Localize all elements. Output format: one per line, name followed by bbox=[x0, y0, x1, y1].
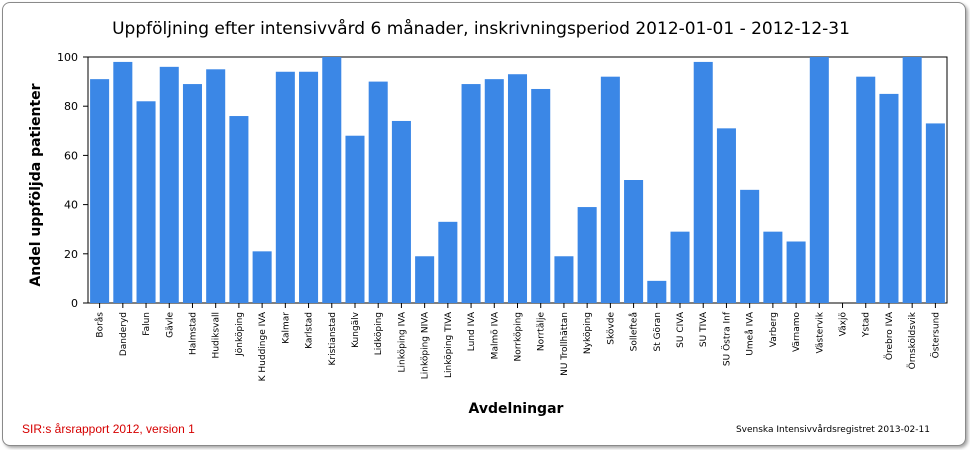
x-tick-label: Falun bbox=[142, 312, 152, 336]
bar bbox=[879, 93, 899, 304]
bar bbox=[902, 57, 922, 303]
x-tick-label: Örebro IVA bbox=[884, 311, 895, 360]
x-tick-label: Nyköping bbox=[583, 312, 593, 354]
x-tick-label: Värnamo bbox=[792, 312, 802, 353]
x-tick-label: Malmö IVA bbox=[490, 311, 500, 359]
bar bbox=[461, 84, 481, 303]
bar bbox=[531, 88, 551, 303]
y-tick-label: 40 bbox=[64, 199, 78, 212]
bar bbox=[438, 221, 458, 303]
x-tick-label: Linköping TIVA bbox=[444, 311, 454, 378]
x-tick-label: Lidköping bbox=[374, 312, 384, 355]
x-tick-label: K Huddinge IVA bbox=[258, 311, 268, 381]
x-tick-label: Växjö bbox=[839, 312, 849, 337]
bar bbox=[252, 251, 272, 303]
x-tick-label: Varberg bbox=[769, 312, 779, 347]
x-tick-label: Kalmar bbox=[281, 312, 291, 344]
x-tick-label: Kungälv bbox=[351, 311, 361, 348]
bar bbox=[763, 231, 783, 303]
x-tick-label: Ystad bbox=[862, 312, 872, 338]
x-tick-label: Örnsköldsvik bbox=[907, 311, 918, 369]
x-tick-label: Gävle bbox=[165, 312, 175, 338]
x-tick-label: Borås bbox=[95, 312, 106, 338]
x-tick-label: Linköping NIVA bbox=[421, 311, 431, 379]
x-tick-label: Skövde bbox=[606, 312, 616, 345]
bar bbox=[182, 84, 202, 303]
x-tick-label: Kristianstad bbox=[328, 312, 338, 366]
bar bbox=[206, 69, 226, 303]
bar bbox=[856, 76, 876, 304]
y-tick-label: 0 bbox=[71, 297, 78, 310]
bar bbox=[670, 231, 690, 303]
registry-credit: Svenska Intensivvårdsregistret 2013-02-1… bbox=[735, 425, 930, 435]
bar bbox=[275, 71, 295, 303]
chart-title: Uppföljning efter intensivvård 6 månader… bbox=[112, 19, 850, 39]
y-tick-label: 100 bbox=[57, 51, 78, 64]
bar bbox=[740, 189, 760, 303]
bar bbox=[925, 123, 945, 303]
bar bbox=[229, 116, 249, 303]
bar bbox=[391, 120, 411, 304]
x-tick-label: Norrköping bbox=[514, 312, 524, 362]
bar bbox=[484, 79, 504, 303]
bar bbox=[809, 57, 829, 303]
y-tick-label: 80 bbox=[64, 100, 78, 113]
bar bbox=[322, 57, 342, 303]
y-tick-label: 20 bbox=[64, 248, 78, 261]
y-axis-label: Andel uppföljda patienter bbox=[28, 83, 44, 286]
bar bbox=[415, 256, 435, 303]
bar bbox=[90, 79, 110, 303]
x-axis-label: Avdelningar bbox=[469, 401, 564, 417]
x-tick-label: St Göran bbox=[653, 312, 663, 352]
x-tick-label: Norrtälje bbox=[537, 312, 547, 352]
bar bbox=[577, 207, 597, 303]
bar bbox=[693, 61, 713, 303]
x-tick-label: Västervik bbox=[815, 311, 825, 353]
bar bbox=[716, 128, 736, 303]
bar bbox=[113, 61, 133, 303]
x-tick-label: Danderyd bbox=[119, 312, 129, 356]
bar bbox=[507, 74, 528, 303]
x-tick-label: Sollefteå bbox=[629, 312, 640, 351]
x-tick-label: Östersund bbox=[930, 312, 941, 358]
x-tick-label: SU Östra Inf bbox=[721, 311, 732, 366]
bar bbox=[136, 101, 156, 303]
bar bbox=[624, 180, 644, 303]
x-tick-label: Umeå IVA bbox=[745, 311, 756, 356]
x-tick-label: NU Trollhättan bbox=[560, 312, 570, 376]
x-tick-label: Jönköping bbox=[235, 312, 245, 357]
bar bbox=[368, 81, 388, 303]
bar bbox=[647, 280, 667, 303]
x-tick-label: SU CIVA bbox=[676, 311, 686, 348]
x-tick-label: Lund IVA bbox=[467, 311, 477, 351]
bar bbox=[600, 76, 620, 304]
y-tick-label: 60 bbox=[64, 149, 78, 162]
x-tick-label: SU TIVA bbox=[699, 311, 709, 347]
bar bbox=[345, 135, 365, 303]
bar bbox=[786, 241, 806, 303]
x-tick-label: Hudiksvall bbox=[212, 312, 222, 358]
bar bbox=[554, 256, 574, 303]
x-tick-label: Halmstad bbox=[188, 312, 198, 355]
x-tick-label: Karlstad bbox=[305, 312, 315, 349]
bar bbox=[159, 66, 179, 303]
x-tick-label: Linköping IVA bbox=[397, 311, 407, 372]
report-version: SIR:s årsrapport 2012, version 1 bbox=[22, 422, 195, 436]
bar bbox=[299, 71, 319, 303]
